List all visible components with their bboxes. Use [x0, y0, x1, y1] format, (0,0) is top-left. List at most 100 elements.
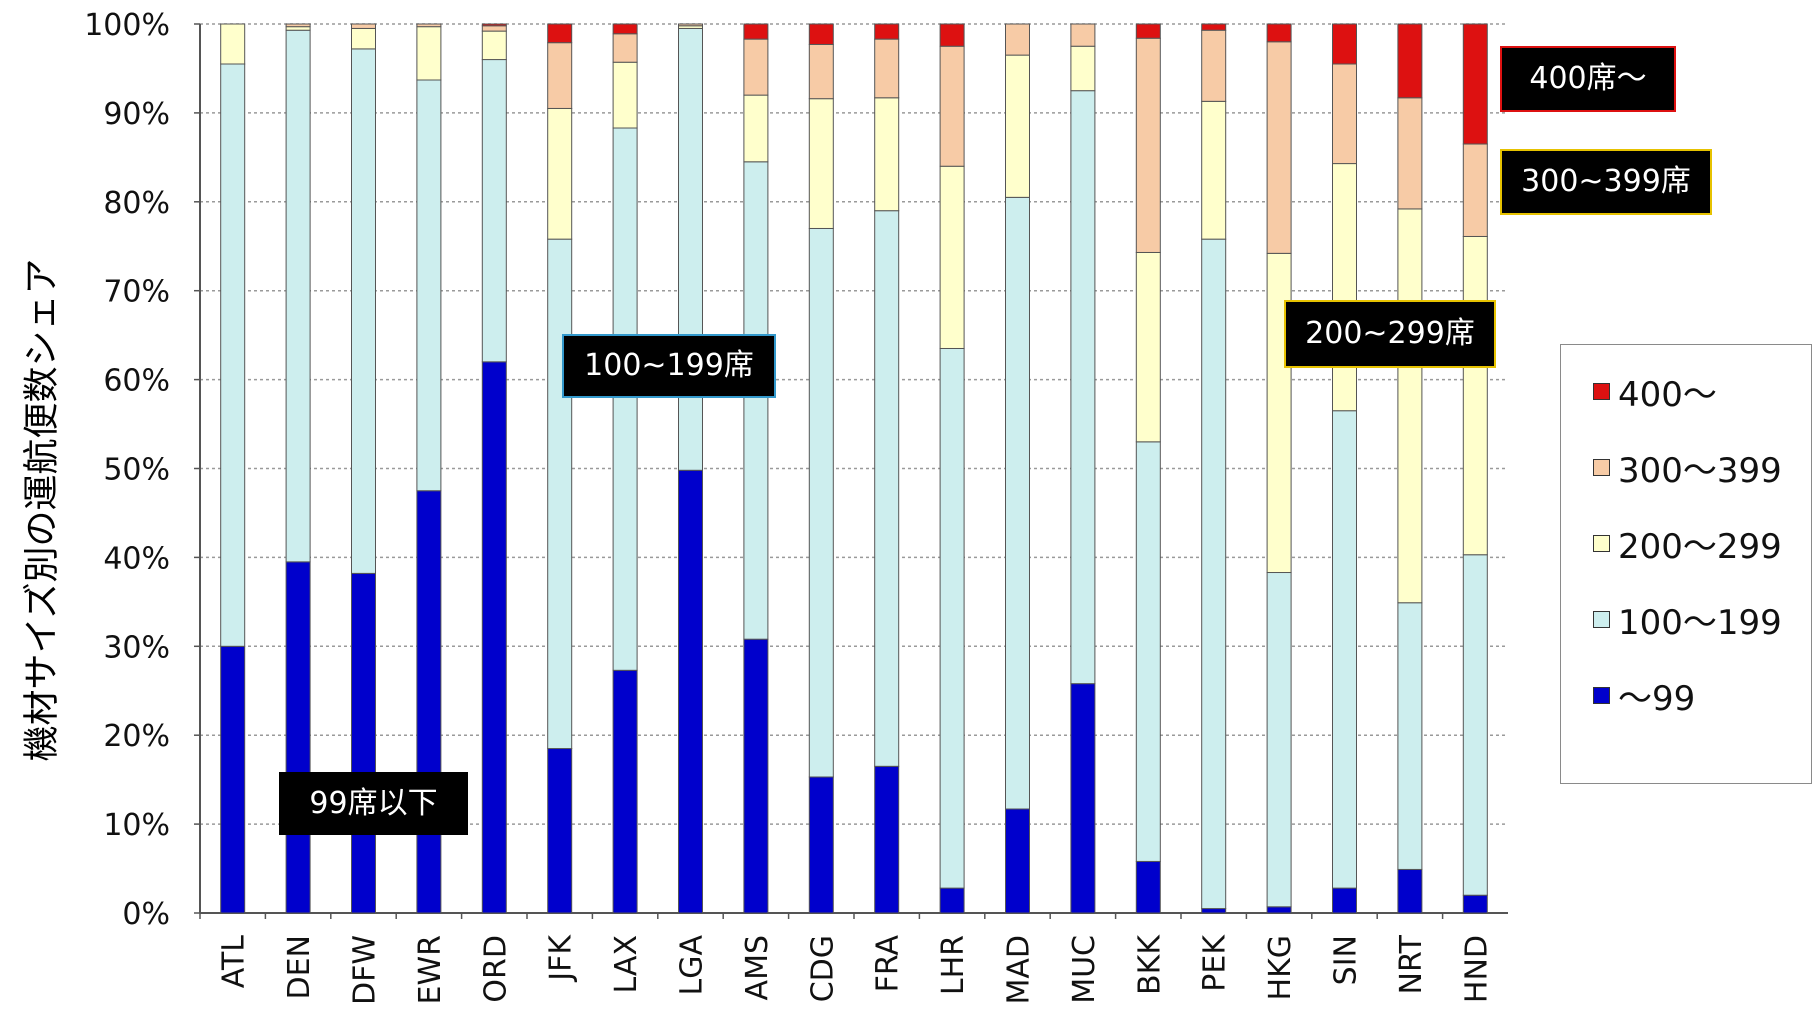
bar-segment — [1332, 63, 1357, 165]
bar-segment — [285, 561, 311, 914]
bar-segment — [481, 30, 507, 61]
bar-segment — [1332, 23, 1357, 65]
y-tick-label: 30% — [103, 630, 170, 665]
bar-segment — [1397, 23, 1423, 99]
bar-segment — [678, 27, 703, 471]
bar-segment — [1462, 143, 1488, 237]
bar-segment — [1201, 908, 1227, 914]
legend: 400～ 300～399 200～299 100～199 ～99 — [1560, 344, 1812, 784]
annotation-400-plus: 400席～ — [1500, 46, 1676, 112]
bar-segment — [1201, 23, 1227, 31]
legend-label: 200～299 — [1618, 527, 1782, 567]
x-tick-label: ORD — [478, 935, 513, 1003]
legend-item-400-plus: 400～ — [1593, 367, 1717, 416]
bar-segment — [285, 26, 311, 31]
bar-segment — [220, 63, 246, 647]
legend-item-under-99: ～99 — [1593, 671, 1695, 720]
bar-segment — [1070, 683, 1096, 914]
y-axis-label-container: 機材サイズ別の運航便数シェア — [8, 150, 68, 870]
x-tick-label: HKG — [1263, 935, 1298, 1000]
bar-segment — [612, 23, 638, 35]
x-tick-label: FRA — [871, 935, 906, 993]
x-tick-label: DFW — [348, 935, 383, 1005]
legend-label: 100～199 — [1618, 603, 1782, 643]
bar-segment — [612, 669, 638, 914]
bar-segment — [1135, 23, 1161, 39]
bar-segment — [1070, 45, 1096, 92]
bar-segment — [612, 33, 638, 63]
y-tick-label: 90% — [103, 97, 170, 132]
legend-swatch-400-plus — [1593, 383, 1610, 400]
legend-item-100-199: 100～199 — [1593, 595, 1782, 644]
legend-swatch-300-399 — [1593, 459, 1610, 476]
bar-segment — [874, 210, 900, 767]
bar-segment — [1135, 860, 1161, 914]
bar-segment — [481, 25, 507, 32]
bar-segment — [1201, 238, 1227, 910]
x-tick-label: ATL — [217, 935, 252, 989]
legend-swatch-200-299 — [1593, 535, 1610, 552]
annotation-99-and-under: 99席以下 — [279, 772, 468, 835]
bar-segment — [351, 48, 376, 574]
bar-segment — [416, 26, 442, 81]
bar-segment — [939, 887, 965, 914]
bar-segment — [1462, 23, 1488, 145]
y-tick-label: 20% — [103, 719, 170, 754]
bar-segment — [1070, 90, 1096, 685]
bar-segment — [1201, 29, 1227, 102]
bar-segment — [351, 23, 376, 29]
x-tick-label: SIN — [1329, 935, 1364, 985]
bar-segment — [1266, 41, 1292, 254]
bar-segment — [481, 59, 507, 363]
bar-segment — [1266, 572, 1292, 908]
bar-segment — [351, 572, 376, 914]
bar-segment — [874, 97, 900, 212]
bar-segment — [547, 107, 573, 240]
bar-segment — [612, 127, 638, 671]
x-tick-label: MUC — [1067, 935, 1102, 1004]
bar-segment — [481, 23, 507, 27]
bar-segment — [1332, 410, 1357, 889]
bar-segment — [678, 23, 703, 27]
bar-segment — [743, 161, 769, 640]
legend-label: 300～399 — [1618, 451, 1782, 491]
bar-segment — [1462, 235, 1488, 556]
x-tick-label: CDG — [805, 935, 840, 1002]
annotation-200-299: 200~299席 — [1284, 300, 1496, 368]
x-tick-label: NRT — [1394, 934, 1429, 994]
bar-segment — [1397, 208, 1423, 604]
legend-swatch-100-199 — [1593, 611, 1610, 628]
bar-segment — [416, 79, 442, 492]
bar-segment — [808, 98, 834, 229]
x-tick-label: DEN — [282, 935, 317, 1000]
bar-segment — [743, 94, 769, 163]
bar-segment — [285, 23, 311, 28]
bar-segment — [1397, 868, 1423, 914]
bar-segment — [678, 469, 703, 914]
x-tick-label: PEK — [1198, 934, 1233, 992]
bar-segment — [416, 490, 442, 914]
x-tick-label: AMS — [740, 935, 775, 1000]
bar-segment — [808, 23, 834, 45]
bar-segment — [808, 43, 834, 100]
bar-segment — [1462, 554, 1488, 896]
bar-segment — [743, 23, 769, 40]
bar-segment — [612, 61, 638, 129]
bar-segment — [808, 227, 834, 778]
bar-segment — [220, 645, 246, 914]
bar-segment — [808, 776, 834, 914]
bar-segment — [220, 23, 246, 65]
bar-segment — [1462, 894, 1488, 914]
bar-segment — [1005, 196, 1030, 810]
bar-segment — [874, 38, 900, 99]
y-tick-label: 10% — [103, 808, 170, 843]
bar-segment — [1135, 37, 1161, 253]
y-tick-label: 70% — [103, 275, 170, 310]
legend-item-200-299: 200～299 — [1593, 519, 1782, 568]
bar-segment — [1005, 54, 1030, 198]
x-tick-label: LGA — [675, 935, 710, 996]
bar-segment — [874, 23, 900, 40]
x-tick-label: JFK — [544, 934, 579, 983]
